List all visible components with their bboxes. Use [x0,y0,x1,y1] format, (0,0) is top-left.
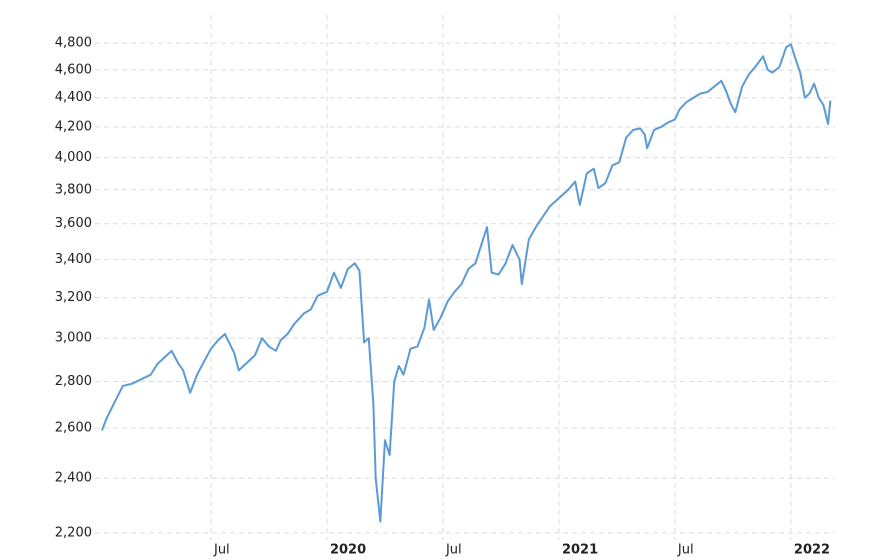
x-tick-label: 2021 [562,543,598,558]
y-tick-label: 4,000 [55,150,92,165]
y-tick-label: 4,800 [55,36,92,51]
y-tick-label: 4,400 [55,90,92,105]
y-tick-label: 3,400 [55,252,92,267]
price-line [101,43,832,523]
y-tick-label: 2,800 [55,374,92,389]
y-tick-label: 3,800 [55,182,92,197]
y-tick-label: 2,200 [55,525,92,540]
x-tick-label: Jul [213,543,230,558]
y-tick-label: 3,600 [55,216,92,231]
x-tick-label: Jul [445,543,462,558]
x-tick-label: Jul [677,543,694,558]
y-tick-label: 2,600 [55,420,92,435]
y-tick-label: 4,600 [55,62,92,77]
x-tick-label: 2020 [330,543,366,558]
y-tick-label: 2,400 [55,471,92,486]
y-tick-label: 3,200 [55,290,92,305]
x-tick-label: 2022 [794,543,830,558]
y-tick-label: 3,000 [55,331,92,346]
y-tick-label: 4,200 [55,119,92,134]
